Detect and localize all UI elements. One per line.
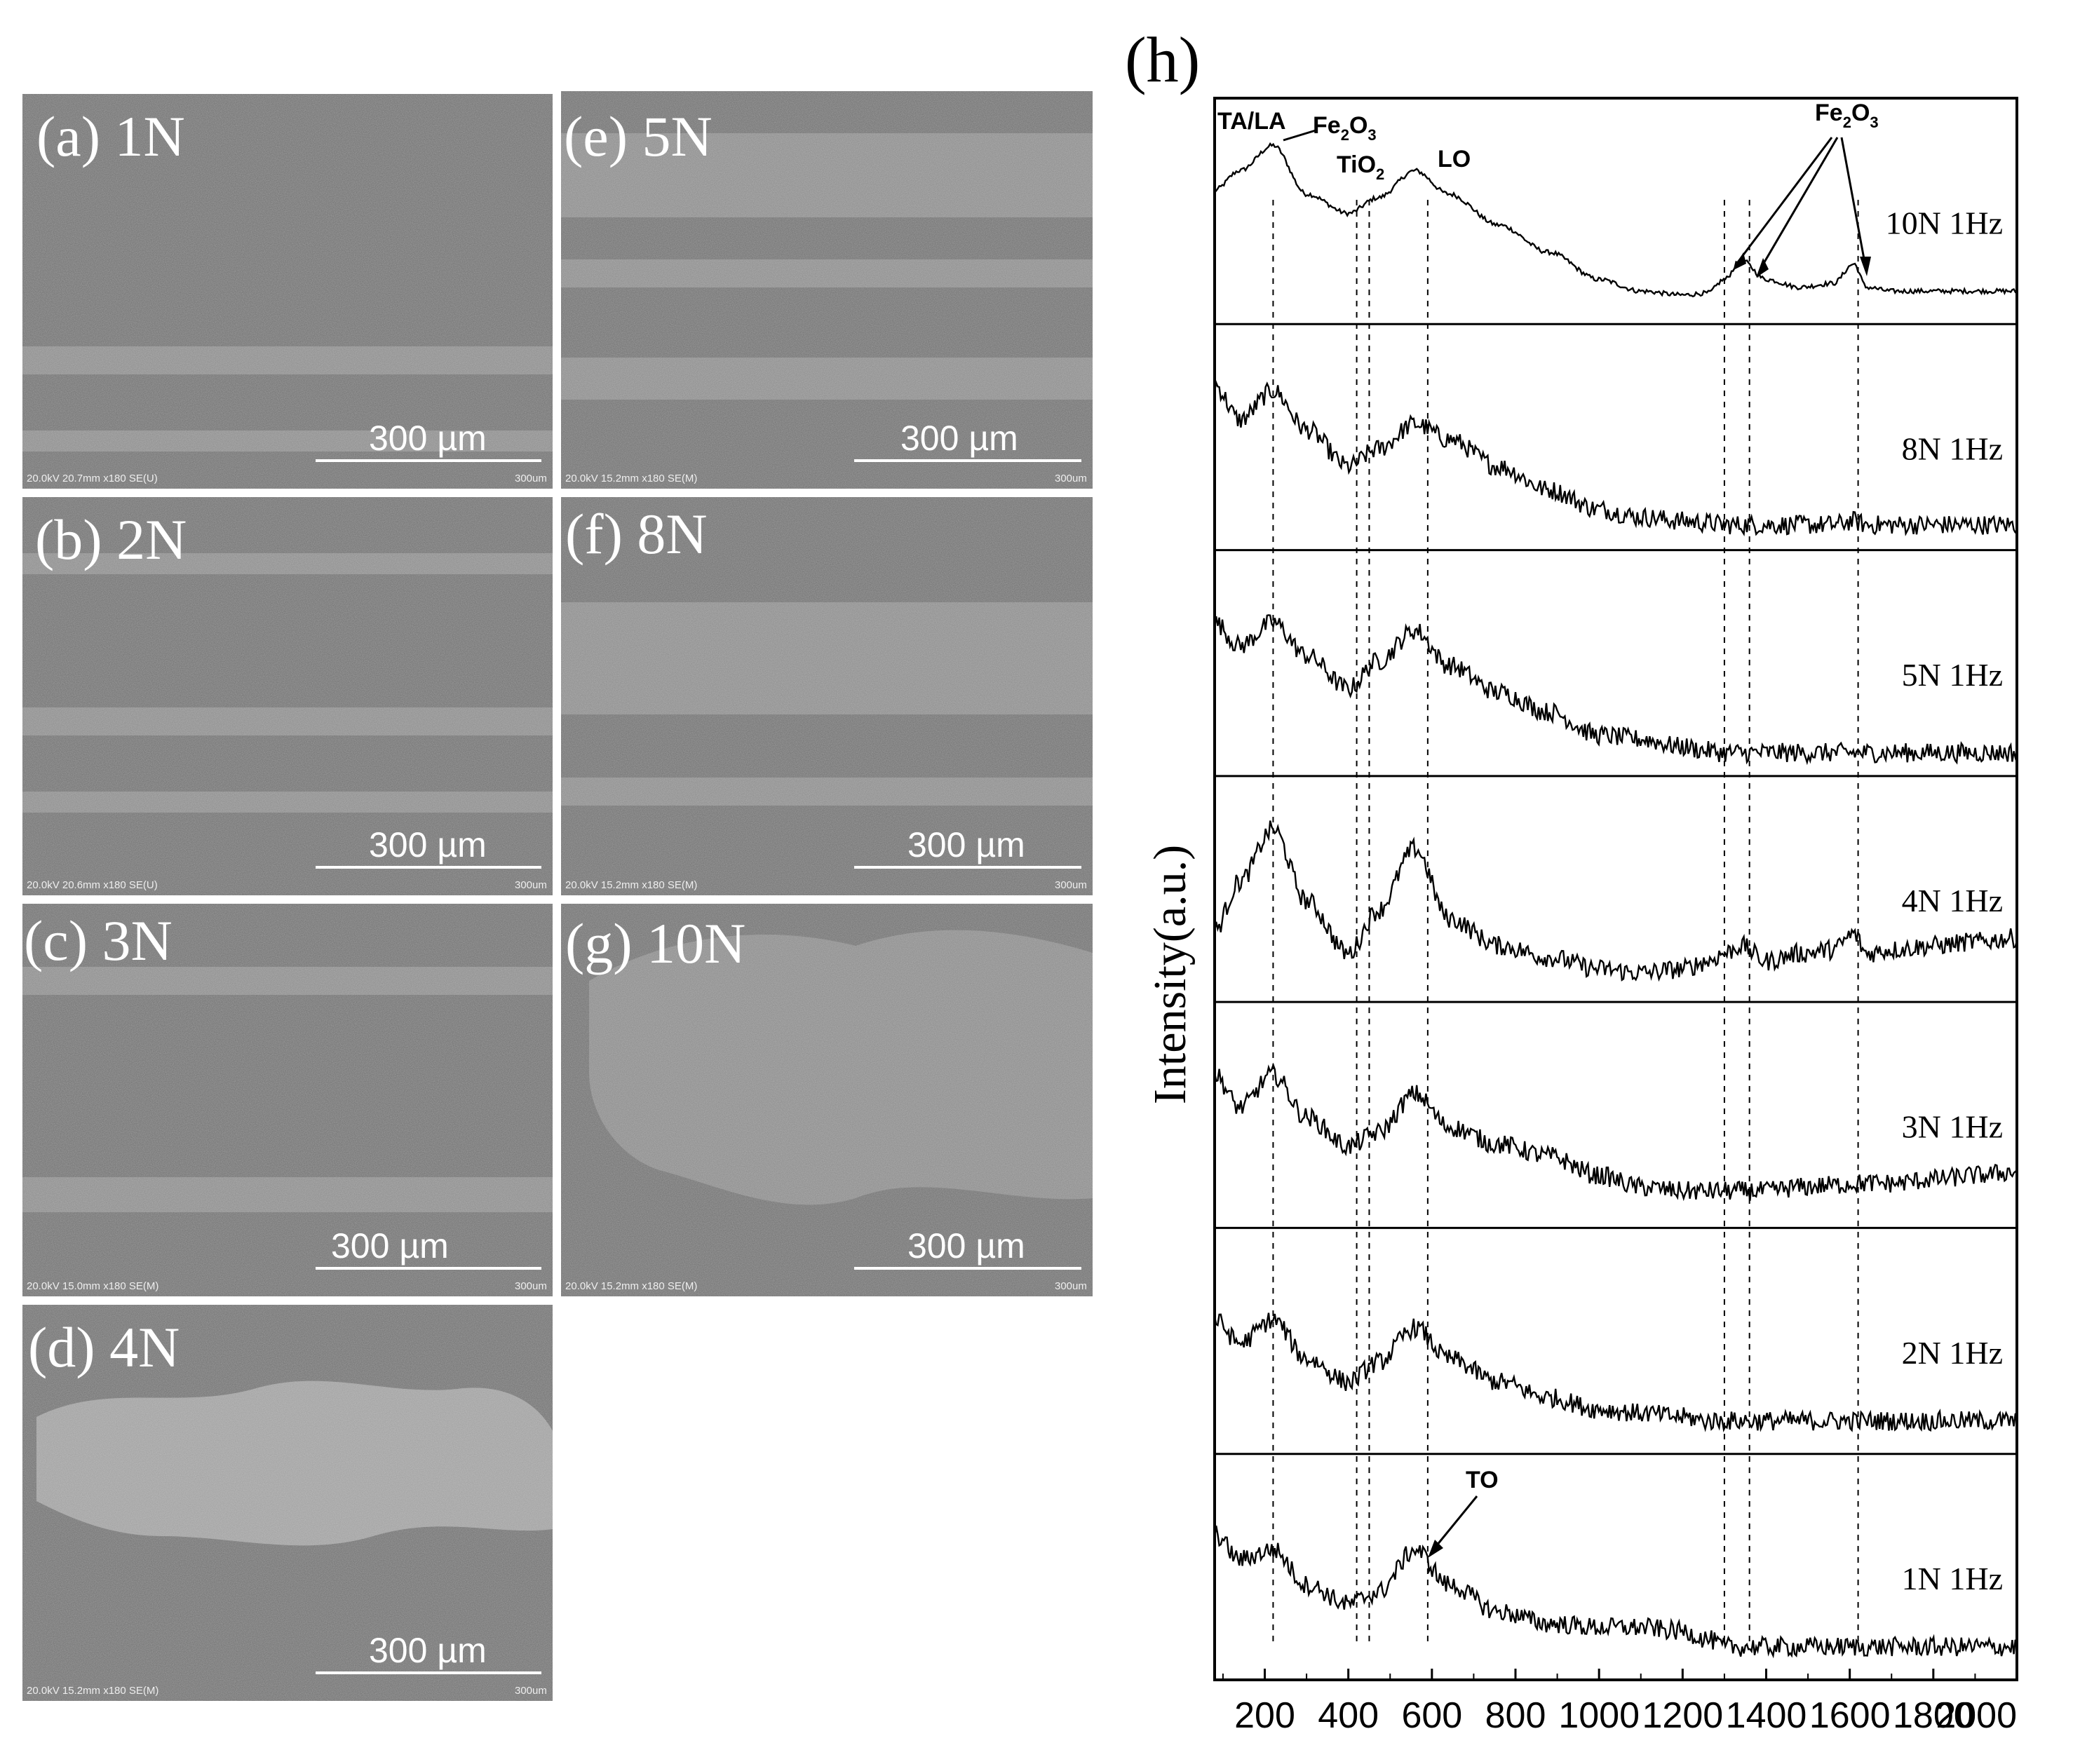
scale-text-b: 300 µm (369, 825, 487, 864)
annotation-tio2: TiO2 (1337, 151, 1384, 183)
x-tick-label: 600 (1401, 1695, 1462, 1736)
arrow-to (1432, 1495, 1478, 1550)
x-tick-label: 2000 (1936, 1695, 2017, 1736)
trace-labels: 10N 1Hz 8N 1Hz 5N 1Hz 4N 1Hz 3N 1Hz 2N 1Hz 1N … (1886, 205, 2003, 1596)
scale-text-d: 300 µm (369, 1631, 487, 1670)
x-tick-label: 1800 (1893, 1695, 1974, 1736)
x-tick-label: 800 (1485, 1695, 1546, 1736)
footer-g: 20.0kV 15.2mm x180 SE(M) (565, 1280, 697, 1292)
footer-c: 20.0kV 15.0mm x180 SE(M) (27, 1280, 158, 1292)
scale-text-g: 300 µm (907, 1226, 1025, 1266)
trace-label: 2N 1Hz (1902, 1335, 2003, 1371)
footer-right-c: 300um (515, 1280, 547, 1292)
sem-panel-a: (a) 1N 300 µm 20.0kV 20.7mm x180 SE(U) 3… (22, 94, 553, 489)
panel-label-h: (h) (1125, 24, 1200, 95)
x-tick-label: 1600 (1809, 1695, 1891, 1736)
spectrum-line-1 (1214, 142, 2018, 298)
arrow-fe2o3-1 (1736, 137, 1833, 263)
arrow-fe2o3-3 (1840, 137, 1867, 267)
panel-label-b: (b) 2N (35, 508, 187, 571)
sem-panel-b: (b) 2N 300 µm 20.0kV 20.6mm x180 SE(U) 3… (22, 497, 553, 895)
sem-panel-d: (d) 4N 300 µm 20.0kV 15.2mm x180 SE(M) 3… (22, 1305, 553, 1701)
panel-label-d: (d) 4N (28, 1315, 180, 1379)
spectrum-line-4 (1213, 820, 2018, 982)
footer-right-a: 300um (515, 473, 547, 484)
sem-micrograph-grid: (a) 1N 300 µm 20.0kV 20.7mm x180 SE(U) 3… (22, 91, 1093, 1701)
spectrum-line-7 (1213, 1525, 2018, 1659)
trace-label: 3N 1Hz (1902, 1109, 2003, 1145)
arrowhead-to (1428, 1540, 1443, 1558)
arrow-fe2o3-top (1283, 129, 1316, 142)
panel-label-c: (c) 3N (24, 909, 173, 972)
footer-right-g: 300um (1055, 1280, 1087, 1292)
panel-label-g: (g) 10N (565, 911, 745, 975)
reference-lines (1272, 200, 1859, 1646)
trace-label: 4N 1Hz (1902, 883, 2003, 918)
sem-panel-e: (e) 5N 300 µm 20.0kV 15.2mm x180 SE(M) 3… (561, 91, 1093, 489)
spectrum-line-5 (1213, 1062, 2018, 1202)
footer-b: 20.0kV 20.6mm x180 SE(U) (27, 879, 158, 891)
footer-right-b: 300um (515, 879, 547, 891)
scale-text-f: 300 µm (907, 825, 1025, 864)
footer-a: 20.0kV 20.7mm x180 SE(U) (27, 473, 158, 484)
panel-label-e: (e) 5N (564, 104, 713, 168)
raman-spectra-panel: (h) Intensity(a.u.) 200 400 600 800 1000 1200… (1125, 24, 2018, 1736)
arrow-fe2o3-2 (1759, 137, 1839, 270)
annotation-to: TO (1466, 1467, 1499, 1493)
footer-right-e: 300um (1055, 473, 1087, 484)
footer-d: 20.0kV 15.2mm x180 SE(M) (27, 1685, 158, 1697)
annotation-tala: TA/LA (1217, 108, 1286, 135)
footer-right-d: 300um (515, 1685, 547, 1697)
annotation-lo: LO (1438, 146, 1471, 172)
x-tick-label: 1200 (1642, 1695, 1723, 1736)
scale-text-c: 300 µm (331, 1226, 449, 1266)
panel-label-a: (a) 1N (36, 104, 185, 168)
annotation-fe2o3-right: Fe2O3 (1815, 100, 1879, 131)
sem-panel-c: (c) 3N 300 µm 20.0kV 15.0mm x180 SE(M) 3… (22, 904, 553, 1296)
footer-right-f: 300um (1055, 879, 1087, 891)
scale-text-a: 300 µm (369, 419, 487, 458)
stack-dividers (1215, 323, 2017, 1456)
trace-label: 10N 1Hz (1886, 205, 2003, 240)
trace-label: 5N 1Hz (1902, 657, 2003, 693)
spectra-traces (1213, 142, 2018, 1659)
y-axis-label: Intensity(a.u.) (1144, 845, 1196, 1104)
sem-panel-g: (g) 10N 300 µm 20.0kV 15.2mm x180 SE(M) … (561, 904, 1093, 1296)
spectrum-line-6 (1213, 1312, 2018, 1432)
plot-frame (1213, 97, 2018, 1681)
x-tick-label: 200 (1234, 1695, 1295, 1736)
arrowhead-fe2o3-2 (1756, 258, 1769, 278)
scale-text-e: 300 µm (900, 419, 1018, 458)
sem-panel-f: (f) 8N 300 µm 20.0kV 15.2mm x180 SE(M) 3… (561, 497, 1093, 895)
trace-label: 1N 1Hz (1902, 1561, 2003, 1596)
annotation-group: TA/LA Fe2O3 TiO2 LO Fe2O3 TO (1217, 100, 1879, 1558)
trace-label: 8N 1Hz (1902, 431, 2003, 467)
arrowhead-fe2o3-3 (1860, 257, 1871, 276)
footer-e: 20.0kV 15.2mm x180 SE(M) (565, 473, 697, 484)
annotation-fe2o3-top: Fe2O3 (1313, 112, 1377, 144)
footer-f: 20.0kV 15.2mm x180 SE(M) (565, 879, 697, 891)
panel-label-f: (f) 8N (565, 502, 708, 566)
arrowhead-fe2o3-1 (1732, 252, 1746, 271)
spectrum-line-2 (1213, 379, 2018, 536)
x-tick-label: 1400 (1726, 1695, 1807, 1736)
x-tick-label: 400 (1318, 1695, 1379, 1736)
spectrum-line-3 (1213, 614, 2018, 766)
x-tick-label: 1000 (1558, 1695, 1640, 1736)
